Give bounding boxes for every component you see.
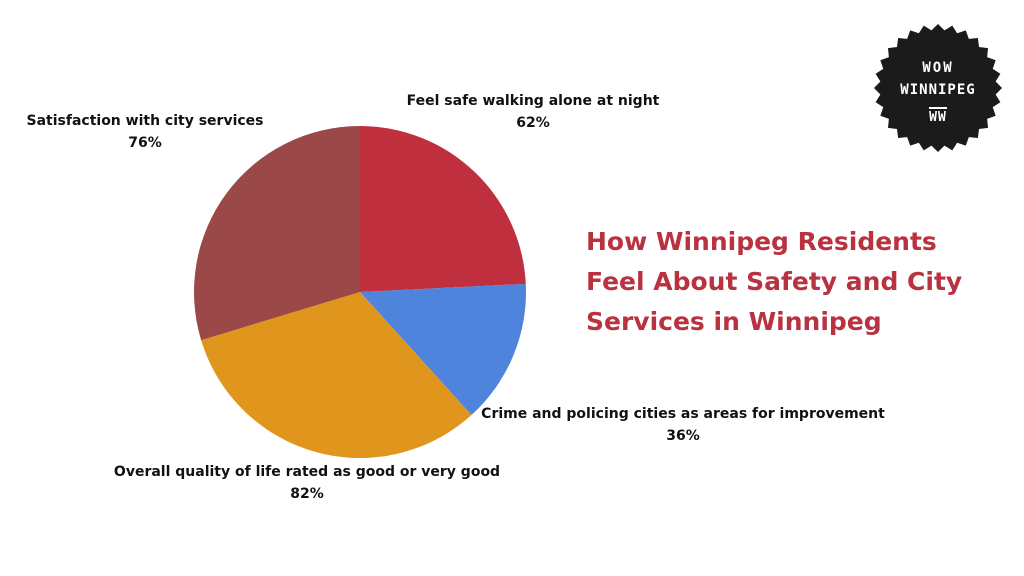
slice-label-value: 62% <box>516 115 550 131</box>
slice-label-name: Crime and policing cities as areas for i… <box>481 406 885 422</box>
logo-text: WOW WINNIPEG WW <box>872 22 1004 154</box>
logo-monogram: WW <box>872 107 1004 125</box>
pie-slice-2 <box>201 292 472 459</box>
slice-label-quality-of-life: Overall quality of life rated as good or… <box>114 461 500 505</box>
logo-text-winnipeg: WINNIPEG <box>900 82 976 98</box>
slice-label-name: Feel safe walking alone at night <box>406 93 660 109</box>
chart-title: How Winnipeg Residents Feel About Safety… <box>586 222 986 342</box>
slice-label-value: 82% <box>290 486 324 502</box>
slice-label-crime-policing: Crime and policing cities as areas for i… <box>481 403 885 447</box>
logo-text-ww: WW <box>929 107 947 125</box>
slice-label-name: Satisfaction with city services <box>26 113 264 129</box>
logo-badge-shape <box>874 24 1002 152</box>
slice-label-value: 36% <box>666 428 700 444</box>
slice-label-safe-at-night: Feel safe walking alone at night 62% <box>407 90 660 134</box>
pie-slice-1 <box>360 283 527 415</box>
slice-label-city-services: Satisfaction with city services 76% <box>27 110 264 154</box>
chart-title-line: Services in Winnipeg <box>586 307 882 336</box>
chart-title-line: How Winnipeg Residents <box>586 227 937 256</box>
slice-label-name: Overall quality of life rated as good or… <box>113 464 501 480</box>
wow-winnipeg-logo <box>874 24 1002 152</box>
pie-slice-3 <box>194 125 360 341</box>
slice-label-value: 76% <box>128 135 162 151</box>
chart-title-line: Feel About Safety and City <box>586 267 963 296</box>
pie-slice-0 <box>360 126 526 292</box>
logo-text-wow: WOW <box>922 60 954 76</box>
